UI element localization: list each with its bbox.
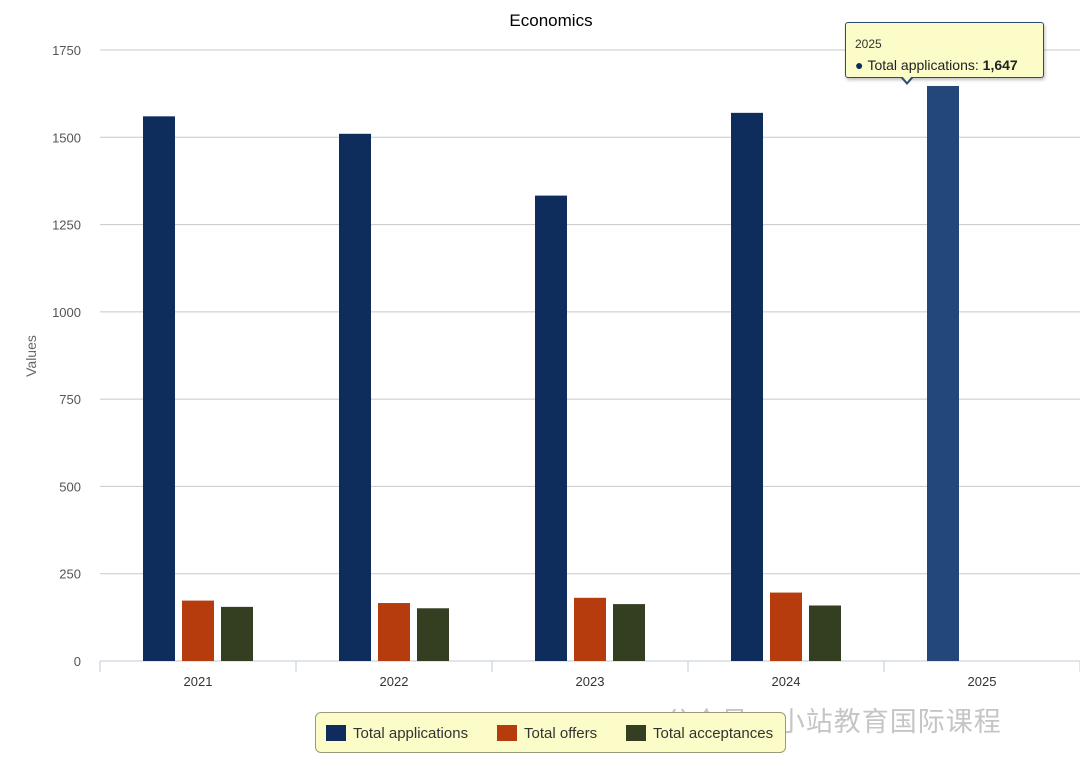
y-tick-label: 500 — [59, 479, 81, 494]
legend-swatch-acceptances — [626, 725, 646, 741]
y-tick-label: 1750 — [52, 43, 81, 58]
bar — [417, 608, 449, 661]
bar — [378, 603, 410, 661]
y-tick-label: 1000 — [52, 305, 81, 320]
tooltip-bullet-icon: ● — [855, 57, 864, 73]
bar — [613, 604, 645, 661]
tooltip-year: 2025 — [855, 37, 882, 51]
x-tick-label: 2021 — [184, 674, 213, 689]
bar-chart: Economics Values 0 250 500 750 1000 1250 1500 175… — [23, 11, 1080, 689]
legend-swatch-applications — [326, 725, 346, 741]
tooltip: 2025 ● Total applications: 1,647 — [845, 22, 1044, 78]
tooltip-value-line: ● Total applications: 1,647 — [855, 57, 1018, 73]
legend-swatch-offers — [497, 725, 517, 741]
legend-label-offers: Total offers — [524, 725, 598, 742]
tooltip-series-label: Total applications: — [867, 57, 979, 73]
y-tick-label: 1250 — [52, 218, 81, 233]
legend-label-applications: Total applications — [353, 725, 469, 742]
bar — [574, 597, 606, 661]
legend-label-acceptances: Total acceptances — [653, 725, 774, 742]
bar — [809, 605, 841, 661]
x-tick-label: 2023 — [576, 674, 605, 689]
y-tick-label: 0 — [74, 654, 81, 669]
bar — [927, 85, 959, 661]
bar — [143, 116, 175, 661]
y-tick-label: 750 — [59, 392, 81, 407]
bar — [770, 592, 802, 661]
legend-item-acceptances[interactable]: Total acceptances — [626, 725, 773, 743]
y-tick-label: 250 — [59, 567, 81, 582]
bar — [535, 195, 567, 661]
tooltip-value: 1,647 — [982, 57, 1018, 73]
x-tick-label: 2025 — [968, 674, 997, 689]
bar — [339, 133, 371, 661]
bar — [182, 600, 214, 661]
x-tick-label: 2022 — [380, 674, 409, 689]
legend-item-applications[interactable]: Total applications — [326, 725, 468, 743]
legend-item-offers[interactable]: Total offers — [497, 725, 597, 743]
tooltip-pointer-fill — [902, 76, 912, 82]
bar — [731, 112, 763, 662]
bar — [221, 606, 253, 661]
x-tick-label: 2024 — [772, 674, 801, 689]
y-axis-title: Values — [23, 335, 39, 377]
legend: Total applications Total offers Total ac… — [315, 712, 786, 753]
y-tick-label: 1500 — [52, 130, 81, 145]
chart-title: Economics — [509, 11, 592, 30]
